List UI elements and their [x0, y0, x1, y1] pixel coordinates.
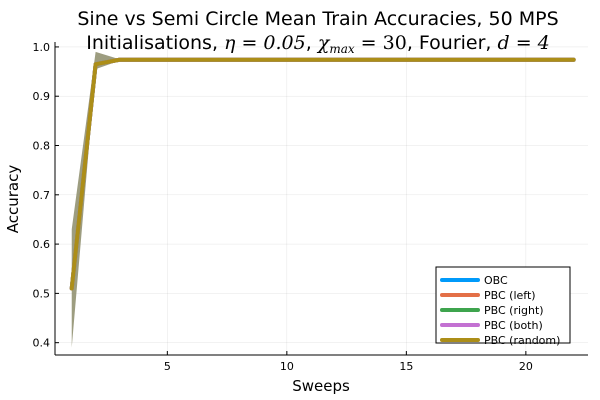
- series-line: [69, 57, 576, 291]
- y-tick-label: 0.4: [33, 337, 51, 350]
- chart-title-line1: Sine vs Semi Circle Mean Train Accuracie…: [77, 8, 558, 30]
- series-line: [69, 57, 576, 291]
- legend-label: OBC: [484, 274, 508, 287]
- x-tick-label: 15: [399, 360, 413, 373]
- y-axis-label: Accuracy: [4, 165, 22, 234]
- y-tick-label: 0.7: [33, 189, 51, 202]
- chart-title-line2: Initialisations, η = 0.05, χmax = 30, Fo…: [86, 32, 550, 56]
- series-line: [69, 57, 576, 291]
- legend: OBC PBC (left) PBC (right) PBC (both) PBC (r…: [435, 266, 571, 347]
- legend-label: PBC (right): [484, 304, 544, 317]
- legend-box: [435, 266, 571, 344]
- y-ticks: 0.4 0.5 0.6 0.7 0.8 0.9 1.0: [33, 41, 59, 350]
- y-tick-label: 1.0: [33, 41, 51, 54]
- axes: [54, 42, 588, 356]
- legend-label: PBC (left): [484, 289, 536, 302]
- legend-label: PBC (random): [484, 334, 560, 347]
- y-tick-label: 0.6: [33, 238, 51, 251]
- grid-lines: [55, 42, 588, 355]
- x-tick-label: 5: [164, 360, 171, 373]
- y-tick-label: 0.9: [33, 90, 51, 103]
- x-ticks: 5 10 15 20: [164, 351, 533, 373]
- series-lines: [69, 57, 576, 291]
- x-axis-label: Sweeps: [292, 377, 350, 395]
- y-tick-label: 0.5: [33, 287, 51, 300]
- x-tick-label: 10: [280, 360, 294, 373]
- x-tick-label: 20: [519, 360, 533, 373]
- series-line: [69, 57, 576, 291]
- series-line: [69, 57, 576, 291]
- legend-label: PBC (both): [484, 319, 543, 332]
- y-tick-label: 0.8: [33, 140, 51, 153]
